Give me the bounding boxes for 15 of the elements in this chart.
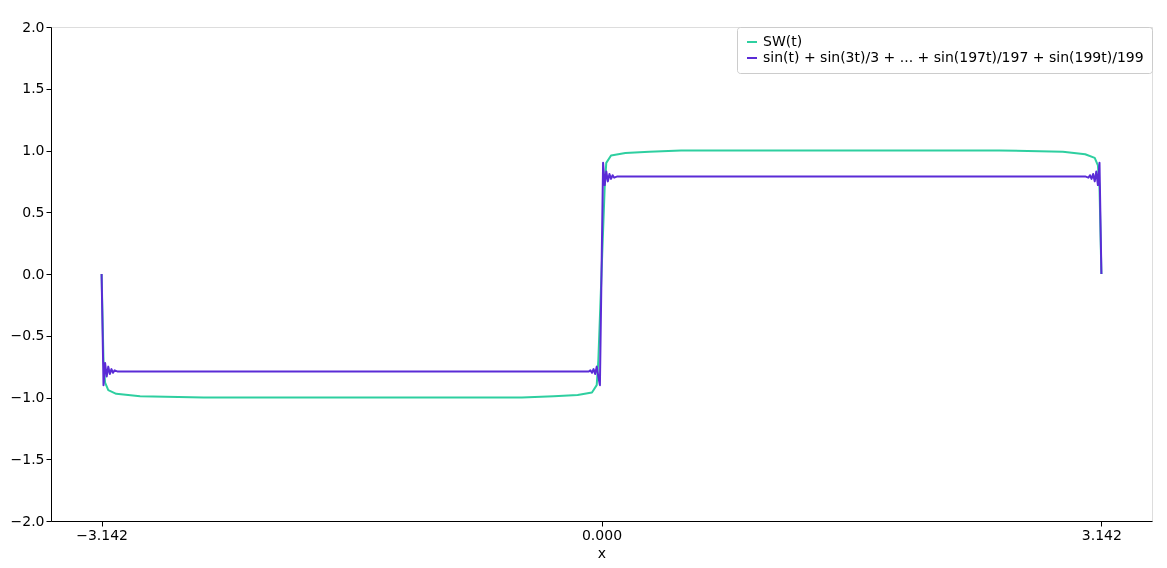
y-tick-label: 1.0 [22, 142, 45, 158]
y-tick-label: −2.0 [10, 512, 45, 529]
x-axis-title: x [597, 544, 607, 561]
y-tick-label: −1.0 [10, 389, 45, 405]
x-tick-label: 3.142 [1081, 526, 1122, 543]
x-tick-label: 0.000 [581, 526, 623, 543]
y-tick-label: 2.0 [22, 18, 45, 35]
y-tick-label: 1.5 [22, 80, 45, 97]
y-tick-label: −1.5 [10, 450, 45, 467]
x-tick-label: −3.142 [76, 526, 128, 543]
legend-label: SW(t) [763, 33, 803, 49]
legend-label: sin(t) + sin(3t)/3 + ... + sin(197t)/197 + sin(199t)/199 [763, 49, 1144, 65]
y-tick-label: 0.0 [22, 265, 45, 282]
y-tick-label: −0.5 [10, 327, 45, 344]
y-tick-label: 0.5 [22, 203, 45, 220]
